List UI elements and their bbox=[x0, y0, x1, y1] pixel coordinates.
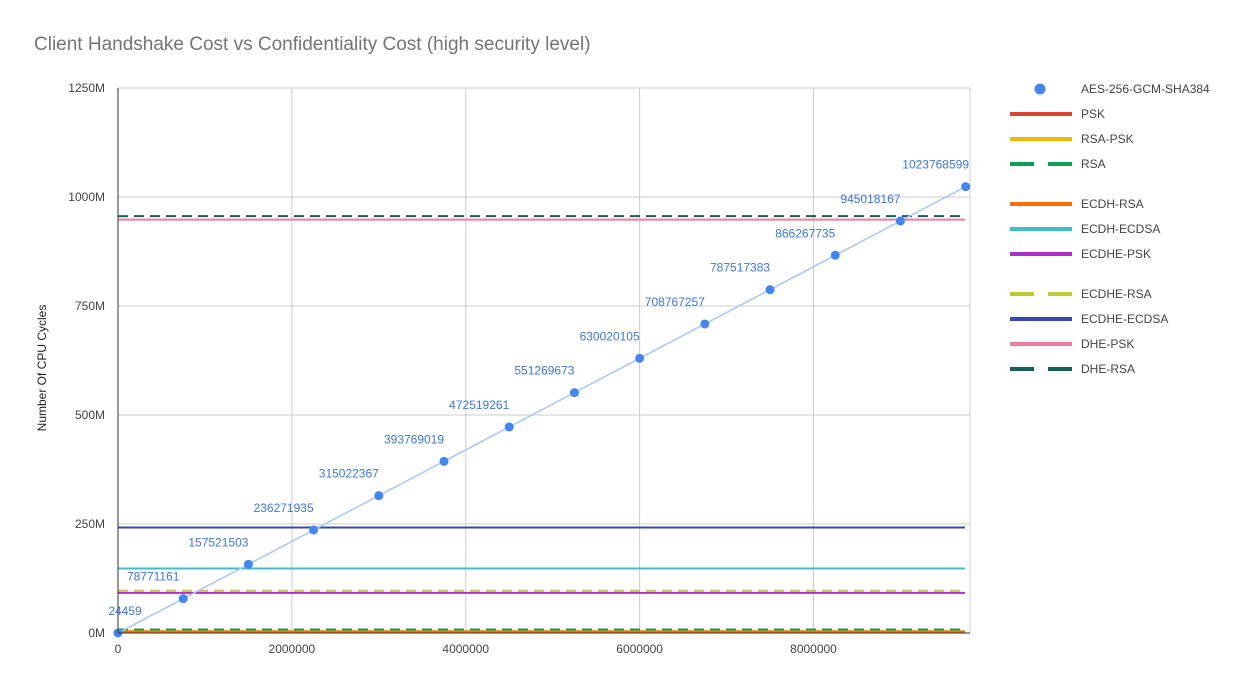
data-point bbox=[178, 594, 188, 604]
data-label: 472519261 bbox=[449, 398, 509, 412]
y-axis-label: Number Of CPU Cycles bbox=[35, 305, 49, 432]
legend-item-ecdh-rsa: ECDH-RSA bbox=[1010, 197, 1144, 211]
legend-label: ECDH-RSA bbox=[1081, 197, 1144, 211]
legend-item-ecdh-ecdsa: ECDH-ECDSA bbox=[1010, 222, 1160, 236]
grid-layer bbox=[118, 87, 971, 633]
legend-item-dhe-psk: DHE-PSK bbox=[1010, 337, 1134, 351]
x-tick-label: 4000000 bbox=[442, 642, 489, 656]
data-label: 787517383 bbox=[710, 261, 770, 275]
y-tick-label: 750M bbox=[75, 299, 105, 313]
legend-item-rsa: RSA bbox=[1010, 157, 1106, 171]
data-label: 393769019 bbox=[384, 432, 444, 446]
data-label: 157521503 bbox=[188, 535, 248, 549]
data-point bbox=[700, 319, 710, 329]
legend-item-ecdhe-psk: ECDHE-PSK bbox=[1010, 247, 1151, 261]
legend-label: RSA-PSK bbox=[1081, 132, 1134, 146]
data-label: 708767257 bbox=[645, 295, 705, 309]
legend: AES-256-GCM-SHA384 PSK RSA-PSK RSA ECDH-RSA E… bbox=[1010, 82, 1210, 376]
x-tick-label: 6000000 bbox=[616, 642, 663, 656]
legend-label: ECDHE-PSK bbox=[1081, 247, 1151, 261]
data-label: 551269673 bbox=[514, 364, 574, 378]
legend-label: ECDHE-ECDSA bbox=[1081, 312, 1168, 326]
legend-label: RSA bbox=[1081, 157, 1106, 171]
data-label: 78771161 bbox=[127, 570, 180, 584]
data-point bbox=[635, 353, 645, 363]
data-label: 236271935 bbox=[254, 501, 314, 515]
data-point bbox=[765, 285, 775, 295]
legend-label: DHE-RSA bbox=[1081, 362, 1135, 376]
y-tick-label: 1250M bbox=[68, 81, 105, 95]
data-point bbox=[243, 559, 253, 569]
legend-item-aes-256-gcm-sha384: AES-256-GCM-SHA384 bbox=[1034, 82, 1210, 96]
y-tick-label: 250M bbox=[75, 517, 105, 531]
data-label: 1023768599 bbox=[902, 158, 969, 172]
data-label: 945018167 bbox=[840, 192, 900, 206]
data-point bbox=[439, 456, 449, 466]
legend-label: ECDH-ECDSA bbox=[1081, 222, 1160, 236]
x-tick-label: 0 bbox=[115, 642, 122, 656]
legend-item-rsa-psk: RSA-PSK bbox=[1010, 132, 1134, 146]
y-tick-label: 500M bbox=[75, 408, 105, 422]
x-tick-label: 2000000 bbox=[269, 642, 316, 656]
data-point bbox=[895, 216, 905, 226]
legend-item-ecdhe-ecdsa: ECDHE-ECDSA bbox=[1010, 312, 1168, 326]
data-point bbox=[961, 182, 971, 192]
data-label: 315022367 bbox=[319, 467, 379, 481]
y-tick-label: 0M bbox=[88, 626, 105, 640]
legend-item-ecdhe-rsa: ECDHE-RSA bbox=[1010, 287, 1152, 301]
trendline-layer bbox=[117, 185, 967, 634]
data-label: 630020105 bbox=[580, 329, 640, 343]
legend-marker bbox=[1034, 83, 1046, 95]
reference-lines bbox=[118, 215, 965, 634]
legend-label: AES-256-GCM-SHA384 bbox=[1081, 82, 1210, 96]
chart-title: Client Handshake Cost vs Confidentiality… bbox=[34, 34, 591, 55]
data-labels: 24459 78771161 157521503 236271935 315022367… bbox=[108, 158, 969, 618]
x-tick-label: 8000000 bbox=[790, 642, 837, 656]
legend-label: DHE-PSK bbox=[1081, 337, 1134, 351]
legend-item-dhe-rsa: DHE-RSA bbox=[1010, 362, 1135, 376]
data-point bbox=[830, 250, 840, 260]
data-label: 866267735 bbox=[775, 226, 835, 240]
data-point bbox=[504, 422, 514, 432]
legend-label: ECDHE-RSA bbox=[1081, 287, 1152, 301]
legend-label: PSK bbox=[1081, 107, 1105, 121]
y-tick-label: 1000M bbox=[68, 190, 105, 204]
data-point bbox=[309, 525, 319, 535]
data-point bbox=[374, 491, 384, 501]
axes: 0M 250M 500M 750M 1000M 1250M 0 2000000 4000000 6… bbox=[68, 81, 970, 656]
data-label: 24459 bbox=[108, 604, 142, 618]
trendline bbox=[117, 185, 967, 634]
legend-item-psk: PSK bbox=[1010, 107, 1105, 121]
data-point bbox=[569, 388, 579, 398]
